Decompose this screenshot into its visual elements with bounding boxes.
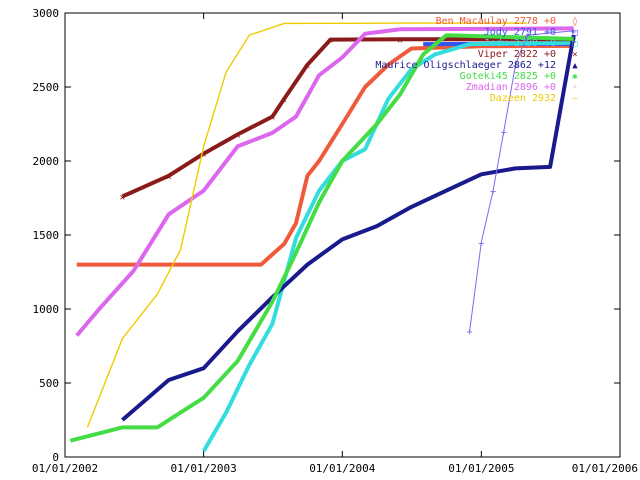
data-point: + — [513, 61, 519, 72]
data-point: × — [304, 61, 310, 72]
series-line — [76, 43, 574, 267]
data-point: × — [269, 113, 275, 124]
x-tick-label: 01/01/2002 — [32, 462, 98, 475]
y-tick-label: 3000 — [33, 7, 60, 20]
x-tick-label: 01/01/2005 — [448, 462, 514, 475]
series-line — [121, 34, 576, 422]
data-point: × — [328, 36, 334, 47]
legend: Ben Macaulay 2778 +0 ◊ Jody 2791 +0 □ Jedx 2… — [375, 16, 578, 104]
series-line — [75, 26, 574, 337]
data-point: + — [490, 187, 496, 198]
y-tick-label: 2500 — [33, 81, 60, 94]
x-tick-label: 01/01/2004 — [309, 462, 376, 475]
legend-label: Maurice Oligschlaeger 2862 +12 — [375, 60, 556, 71]
legend-marker: □ — [572, 28, 578, 38]
data-point: + — [467, 327, 473, 338]
legend-label: Viper 2822 +0 — [478, 49, 556, 60]
series-line — [469, 30, 574, 332]
legend-marker: ◦ — [572, 83, 577, 93]
data-point: + — [524, 31, 530, 42]
data-point: × — [281, 95, 287, 106]
y-tick-label: 0 — [52, 451, 59, 464]
data-point: + — [478, 238, 484, 249]
legend-label: Dazeen 2932 — [490, 93, 556, 104]
series-line — [69, 33, 574, 443]
legend-label: Ben Macaulay 2778 +0 — [436, 16, 556, 27]
legend-marker: × — [572, 50, 577, 60]
legend-label: Jody 2791 +0 — [484, 27, 556, 38]
legend-label: Goteki45 2825 +0 — [460, 71, 556, 82]
y-tick-label: 2000 — [33, 155, 60, 168]
data-point: × — [201, 150, 207, 161]
legend-marker: — — [572, 94, 578, 104]
legend-marker: ▲ — [572, 61, 578, 71]
series-line — [86, 22, 527, 428]
x-tick-label: 01/01/2003 — [171, 462, 237, 475]
data-point: × — [235, 130, 241, 141]
series-line — [121, 37, 574, 199]
y-tick-label: 1500 — [33, 229, 60, 242]
legend-marker: □ — [572, 39, 578, 49]
x-tick-label: 01/01/2006 — [572, 462, 638, 475]
data-point: + — [571, 27, 577, 38]
data-point: × — [119, 193, 125, 204]
series-lines: × × × × × × × × × × + + + + + + + — [69, 22, 577, 453]
legend-marker: ✱ — [572, 72, 578, 82]
data-point: + — [501, 127, 507, 138]
legend-label: Jedx 2799 +0 — [484, 38, 556, 49]
legend-marker: ◊ — [572, 16, 577, 27]
data-point: × — [397, 35, 403, 46]
y-axis: 0 500 1000 1500 2000 2500 3000 — [33, 7, 620, 464]
data-point: × — [166, 172, 172, 183]
y-tick-label: 500 — [39, 377, 59, 390]
legend-label: Zmadian 2896 +0 — [466, 82, 556, 93]
y-tick-label: 1000 — [33, 303, 60, 316]
x-axis: 01/01/2002 01/01/2003 01/01/2004 01/01/2005… — [32, 13, 638, 475]
